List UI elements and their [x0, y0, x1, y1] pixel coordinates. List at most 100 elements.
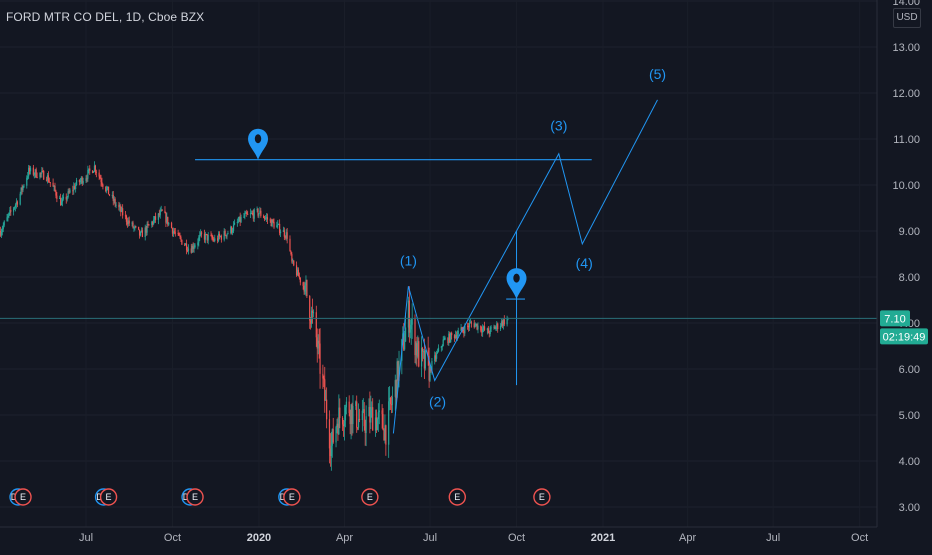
candle-body — [420, 348, 423, 367]
time-axis-panel[interactable] — [0, 527, 932, 550]
candle-body — [124, 215, 127, 217]
wave-label: (4) — [576, 255, 593, 271]
candle-body — [381, 410, 383, 415]
candle-body — [132, 222, 134, 228]
candle-body — [460, 327, 462, 331]
candle-body — [94, 165, 96, 172]
candle-body — [214, 238, 216, 241]
candle-body — [72, 190, 74, 192]
candle-body — [10, 210, 12, 212]
candle-body — [148, 224, 150, 226]
time-axis[interactable]: Jul Oct 2020 Apr Jul Oct 2021 Apr Jul Oct — [79, 532, 868, 544]
currency-badge[interactable]: USD — [893, 8, 921, 28]
candle-body — [342, 417, 344, 425]
candle-body — [469, 322, 472, 324]
candle-body — [86, 178, 88, 180]
candle-body — [450, 332, 452, 342]
candle-body — [207, 235, 209, 241]
candle-body — [147, 223, 149, 225]
candle-body — [303, 285, 305, 292]
dividend-letter: D — [96, 492, 103, 502]
candle-body — [122, 208, 124, 216]
earnings-event-icon[interactable]: E — [533, 488, 551, 506]
price-tick-label: 10.00 — [892, 180, 920, 192]
candle-body — [335, 427, 337, 443]
candle-body — [389, 397, 391, 402]
candle-body — [20, 187, 22, 194]
candle-body — [232, 224, 235, 231]
candle-body — [395, 380, 397, 398]
candle-body — [495, 326, 497, 329]
candle-body — [46, 175, 49, 181]
candle-body — [52, 182, 54, 187]
candle-body — [199, 234, 201, 238]
candle-body — [369, 407, 371, 423]
candle-body — [416, 343, 418, 357]
candle-body — [178, 233, 180, 236]
candle-body — [417, 341, 419, 357]
candle-body — [203, 233, 206, 240]
candle-body — [22, 186, 24, 191]
candle-body — [42, 171, 44, 173]
candle-body — [249, 213, 252, 215]
candle-body — [108, 194, 111, 196]
candle-body — [171, 228, 174, 234]
candle-body — [167, 216, 169, 225]
location-pin-icon[interactable] — [506, 268, 527, 300]
candle-body — [390, 404, 393, 406]
candle-body — [239, 216, 241, 222]
candle-body — [402, 333, 404, 340]
candle-body — [329, 448, 331, 457]
candle-body — [187, 248, 190, 251]
candle-body — [361, 410, 363, 421]
candle-body — [154, 216, 156, 220]
elliott-wave-path[interactable] — [392, 99, 658, 434]
candle-body — [488, 333, 490, 335]
earnings-event-icon[interactable]: E — [448, 488, 466, 506]
price-axis[interactable]: 14.0013.0012.0011.0010.009.008.007.006.0… — [892, 0, 920, 514]
candle-body — [9, 210, 11, 213]
candle-body — [237, 221, 239, 223]
candle-body — [374, 417, 377, 431]
candle-body — [131, 222, 133, 224]
candle-body — [157, 213, 159, 220]
candle-body — [260, 210, 262, 216]
price-tick-label: 6.00 — [899, 364, 920, 376]
candle-body — [165, 213, 167, 223]
candle-body — [291, 254, 293, 262]
candle-body — [48, 181, 50, 183]
candle-body — [120, 206, 122, 212]
drawings[interactable]: (1) (2) (3) (4) (5) — [0, 66, 877, 434]
candle-body — [230, 226, 232, 234]
candle-body — [503, 319, 505, 325]
price-axis-panel[interactable] — [877, 0, 932, 527]
earnings-event-icon[interactable]: E — [361, 488, 379, 506]
candle-body — [444, 338, 446, 340]
time-tick-label: Oct — [508, 532, 525, 544]
last-price-badge — [880, 310, 910, 327]
candle-body — [384, 425, 386, 441]
grid — [0, 0, 877, 508]
earnings-letter: E — [106, 492, 112, 502]
location-pin-icon[interactable] — [248, 128, 269, 160]
candle-body — [480, 325, 482, 331]
last-price-tags: 7.10 02:19:49 — [880, 310, 928, 345]
candle-body — [382, 414, 384, 430]
candle-body — [441, 345, 443, 347]
candle-body — [218, 233, 221, 237]
candle-body — [53, 185, 55, 187]
candle-body — [442, 339, 444, 346]
time-tick-label: 2020 — [247, 532, 271, 544]
candle-body — [36, 177, 38, 179]
symbol-title[interactable]: FORD MTR CO DEL, 1D, Cboe BZX — [6, 10, 205, 24]
candle-body — [331, 429, 333, 446]
candle-body — [292, 260, 294, 262]
candle-body — [418, 341, 420, 367]
